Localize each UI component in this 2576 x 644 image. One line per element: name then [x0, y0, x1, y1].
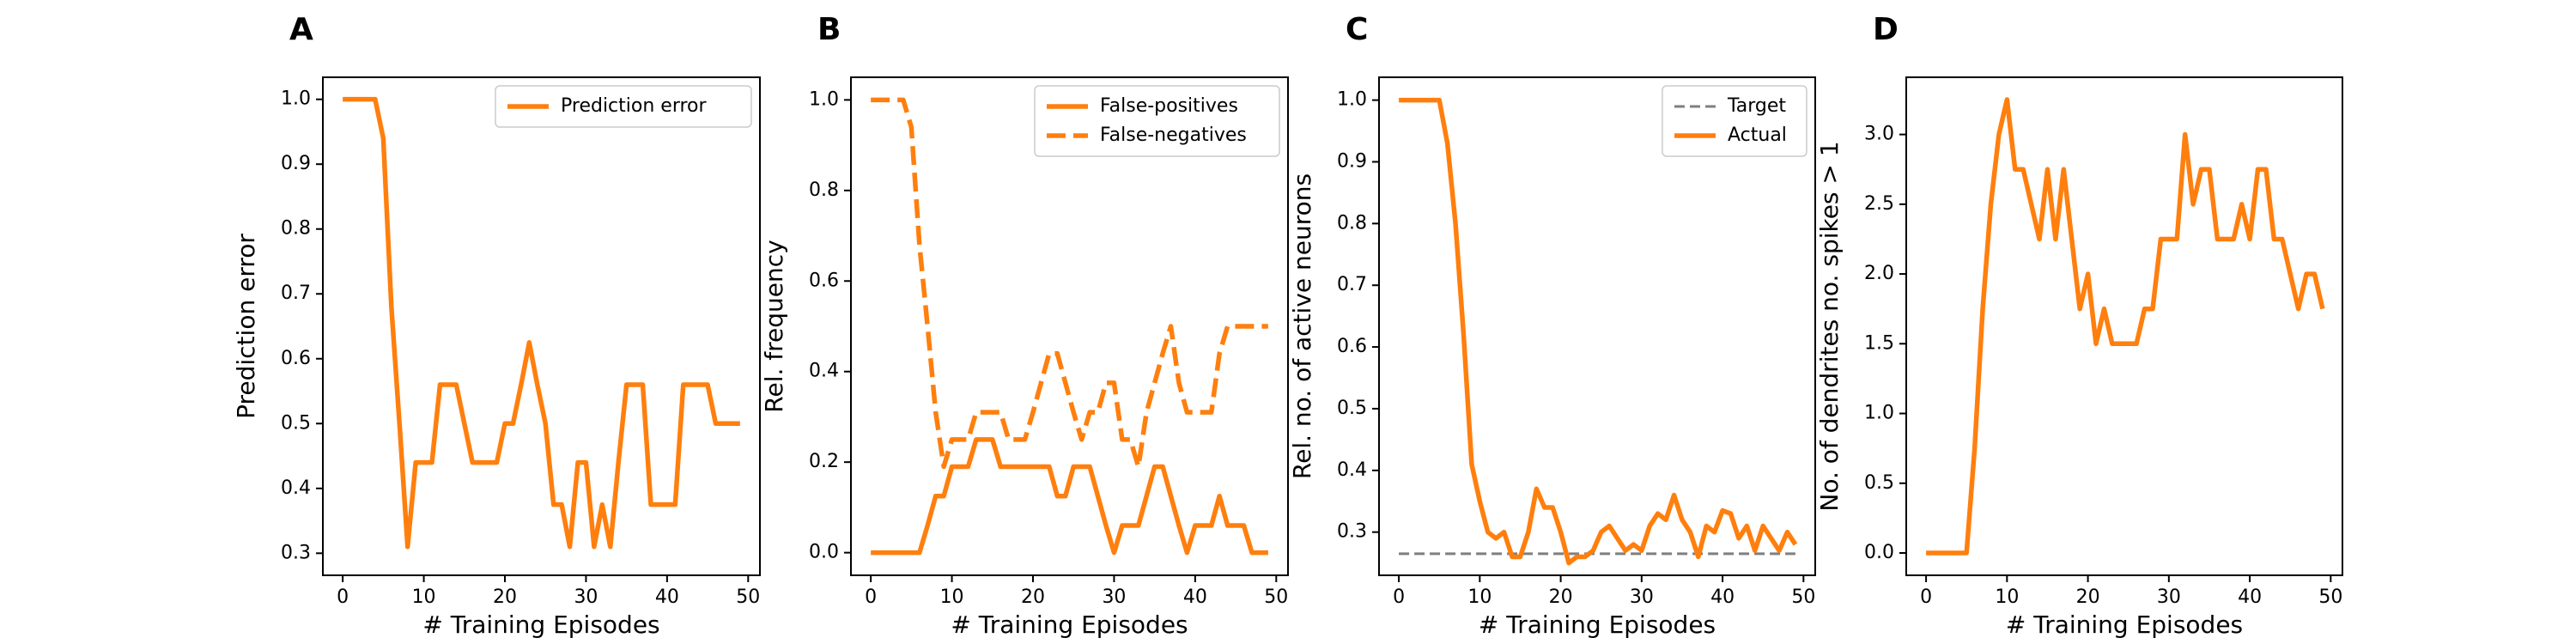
legend-label: False-negatives: [1100, 125, 1247, 146]
x-axis-label: # Training Episodes: [2006, 611, 2243, 639]
x-tick-label: 0: [1393, 586, 1405, 608]
x-tick-label: 10: [412, 586, 436, 608]
y-tick-label: 1.0: [809, 88, 839, 110]
y-tick-label: 1.0: [1864, 403, 1894, 424]
y-tick-label: 0.9: [281, 153, 311, 174]
y-tick-label: 0.8: [1337, 212, 1367, 234]
legend: Prediction error: [495, 85, 752, 128]
series-line-prediction-error: [343, 96, 740, 550]
x-tick-label: 10: [940, 586, 964, 608]
x-tick-label: 10: [1467, 586, 1492, 608]
legend-label: Prediction error: [561, 95, 707, 117]
y-tick-label: 0.8: [809, 179, 839, 201]
axes-frame: [1378, 76, 1816, 576]
x-tick-label: 0: [865, 586, 877, 608]
x-tick-label: 0: [1920, 586, 1932, 608]
y-tick-label: 0.6: [1337, 336, 1367, 357]
y-tick-label: 0.6: [281, 348, 311, 369]
series-line-false-negatives: [871, 97, 1268, 470]
x-tick-label: 50: [1264, 586, 1288, 608]
x-axis-label: # Training Episodes: [422, 611, 659, 639]
y-tick-label: 0.2: [809, 451, 839, 472]
x-tick-label: 20: [1021, 586, 1045, 608]
x-tick-label: 20: [2076, 586, 2100, 608]
legend: Target Actual: [1662, 85, 1807, 157]
y-tick-label: 0.4: [281, 477, 311, 499]
x-tick-label: 30: [1102, 586, 1126, 608]
x-tick-label: 0: [337, 586, 349, 608]
y-tick-label: 1.5: [1864, 332, 1894, 354]
x-axis-label: # Training Episodes: [951, 611, 1188, 639]
panel-letter: B: [817, 12, 841, 47]
series-line-series-0: [1926, 97, 2325, 556]
x-tick-label: 30: [1630, 586, 1654, 608]
x-tick-label: 20: [493, 586, 517, 608]
legend-label: Target: [1727, 95, 1786, 117]
legend-label: Actual: [1728, 125, 1787, 146]
y-tick-label: 1.0: [1337, 89, 1367, 111]
series-line-actual: [1399, 97, 1798, 566]
y-tick-label: 0.4: [809, 361, 839, 382]
y-tick-label: 0.6: [809, 270, 839, 291]
x-axis-label: # Training Episodes: [1479, 611, 1716, 639]
x-tick-label: 50: [2318, 586, 2342, 608]
y-tick-label: 0.7: [281, 283, 311, 304]
x-tick-label: 30: [2157, 586, 2181, 608]
legend: False-positives False-negatives: [1034, 85, 1280, 157]
y-tick-label: 0.3: [1337, 521, 1367, 543]
y-tick-label: 2.0: [1864, 263, 1894, 284]
y-tick-label: 1.0: [281, 88, 311, 110]
legend-box: [495, 85, 752, 128]
panel-letter: D: [1873, 12, 1899, 47]
y-tick-label: 0.0: [1864, 542, 1894, 563]
axes-frame: [1905, 76, 2343, 576]
y-tick-label: 0.5: [281, 412, 311, 434]
panel-a: A 0 10 20 30 40 50 0.3 0.4 0.5 0.6 0.7 0.8 0.9 1.0 # Tr…: [232, 12, 761, 639]
y-tick-label: 0.5: [1864, 472, 1894, 494]
y-tick-label: 0.8: [281, 218, 311, 240]
y-tick-label: 0.5: [1337, 398, 1367, 419]
y-tick-label: 0.3: [281, 542, 311, 563]
x-tick-label: 40: [2238, 586, 2262, 608]
y-axis-label: Rel. no. of active neurons: [1288, 173, 1316, 479]
axes-frame: [322, 76, 761, 576]
x-tick-label: 50: [1791, 586, 1815, 608]
y-tick-label: 0.7: [1337, 274, 1367, 295]
panel-d: D 0 10 20 30 40 50 0.0 0.5 1.0 1.5 2.0 2.5 3.0 # Train…: [1815, 12, 2343, 639]
panel-letter: A: [289, 12, 313, 47]
legend-box: [1662, 85, 1807, 157]
x-tick-label: 40: [1183, 586, 1207, 608]
x-tick-label: 10: [1995, 586, 2019, 608]
y-tick-label: 2.5: [1864, 193, 1894, 215]
panel-letter: C: [1346, 12, 1368, 47]
y-tick-label: 3.0: [1864, 124, 1894, 145]
y-tick-label: 0.9: [1337, 150, 1367, 172]
y-axis-label: No. of dendrites no. spikes > 1: [1815, 141, 1844, 511]
y-axis-label: Rel. frequency: [760, 240, 788, 412]
x-tick-label: 40: [1710, 586, 1735, 608]
axes-frame: [850, 76, 1289, 576]
legend-label: False-positives: [1100, 95, 1238, 117]
panel-c: C 0 10 20 30 40 50 0.3 0.4 0.5 0.6 0.7 0.8 0.9 1.0 # Tr…: [1288, 12, 1816, 639]
x-tick-label: 30: [574, 586, 598, 608]
legend-box: [1034, 85, 1280, 157]
y-tick-label: 0.4: [1337, 459, 1367, 481]
y-tick-label: 0.0: [809, 542, 839, 563]
y-axis-label: Prediction error: [232, 234, 260, 419]
x-tick-label: 50: [736, 586, 760, 608]
panel-b: B 0 10 20 30 40 50 0.0 0.2 0.4 0.6 0.8 1.0 # Training…: [760, 12, 1289, 639]
series-line-false-positives: [871, 437, 1268, 556]
x-tick-label: 20: [1549, 586, 1573, 608]
x-tick-label: 40: [655, 586, 679, 608]
